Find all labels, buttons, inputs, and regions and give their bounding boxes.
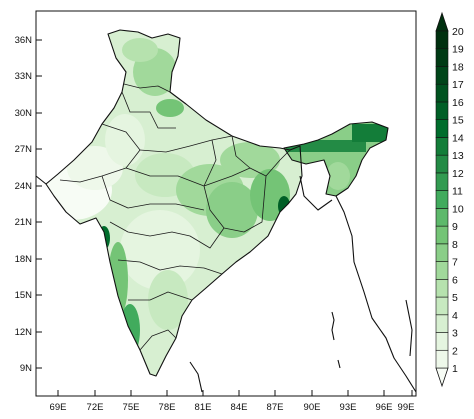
colorbar-label: 20: [452, 26, 464, 38]
colorbar-label: 17: [452, 79, 464, 91]
colorbar-swatch: [435, 30, 449, 50]
lon-label: 78E: [159, 402, 176, 413]
andaman-islands: [331, 311, 341, 369]
lon-label: 99E: [398, 402, 415, 413]
neighbour-coastline: [35, 175, 417, 393]
colorbar-swatch: [435, 208, 449, 227]
colorbar-swatch: [435, 137, 449, 156]
colorbar-swatch: [435, 279, 449, 298]
state-boundaries: [59, 83, 291, 351]
colorbar-label: 9: [452, 221, 458, 233]
colorbar-swatch: [435, 349, 449, 369]
lat-label: 12N: [15, 327, 33, 338]
colorbar-label: 10: [452, 203, 464, 215]
lat-label: 15N: [15, 290, 33, 301]
lon-label: 93E: [340, 402, 357, 413]
colorbar-label: 13: [452, 150, 464, 162]
colorbar-max-arrow: [435, 11, 449, 32]
lon-label: 75E: [123, 402, 140, 413]
longitude-axis: 69E 72E 75E 78E 81E 84E 87E 90E 93E 96E …: [50, 390, 415, 413]
colorbar-swatch: [435, 261, 449, 280]
lat-label: 30N: [15, 108, 33, 119]
lat-label: 24N: [15, 181, 33, 192]
colorbar-swatch: [435, 314, 449, 333]
lat-label: 36N: [15, 35, 33, 46]
lon-label: 96E: [376, 402, 393, 413]
colorbar-swatch: [435, 243, 449, 262]
lon-label: 81E: [195, 402, 212, 413]
colorbar-label: 2: [452, 345, 458, 357]
colorbar-label: 6: [452, 274, 458, 286]
colorbar-swatch: [435, 48, 449, 67]
colorbar-label: 18: [452, 61, 464, 73]
colorbar-label: 4: [452, 310, 458, 322]
colorbar-label: 1: [452, 363, 458, 375]
colorbar-label: 16: [452, 97, 464, 109]
northeast-outline: [283, 121, 389, 197]
colorbar-swatch: [435, 172, 449, 191]
colorbar-swatch: [435, 154, 449, 174]
lon-label: 69E: [50, 402, 67, 413]
colorbar-label: 12: [452, 168, 464, 180]
colorbar-swatch: [435, 101, 449, 120]
latitude-axis: 36N 33N 30N 27N 24N 21N 18N 15N 12N 9N: [15, 35, 42, 374]
colorbar-label: 11: [452, 186, 463, 198]
lon-label: 90E: [304, 402, 321, 413]
colorbar-swatch: [435, 190, 449, 209]
colorbar-label: 15: [452, 115, 464, 127]
colorbar-label: 7: [452, 257, 458, 269]
colorbar-swatch: [435, 296, 449, 316]
colorbar-swatch: [435, 83, 449, 103]
colorbar-swatch: [435, 225, 449, 245]
colorbar-label: 19: [452, 44, 464, 56]
colorbar-min-arrow: [435, 367, 449, 388]
lat-label: 18N: [15, 254, 33, 265]
lon-label: 87E: [267, 402, 284, 413]
colorbar-label: 5: [452, 292, 458, 304]
lat-label: 9N: [20, 363, 32, 374]
colorbar-swatch: [435, 119, 449, 138]
colorbar-swatch: [435, 66, 449, 85]
colorbar-label: 8: [452, 239, 458, 251]
lat-label: 27N: [15, 144, 33, 155]
lon-label: 72E: [87, 402, 104, 413]
lat-label: 21N: [15, 217, 33, 228]
colorbar-label: 14: [452, 132, 464, 144]
lon-label: 84E: [231, 402, 248, 413]
lat-label: 33N: [15, 71, 33, 82]
india-coastline: [45, 29, 303, 377]
colorbar-swatch: [435, 332, 449, 351]
colorbar-label: 3: [452, 328, 458, 340]
